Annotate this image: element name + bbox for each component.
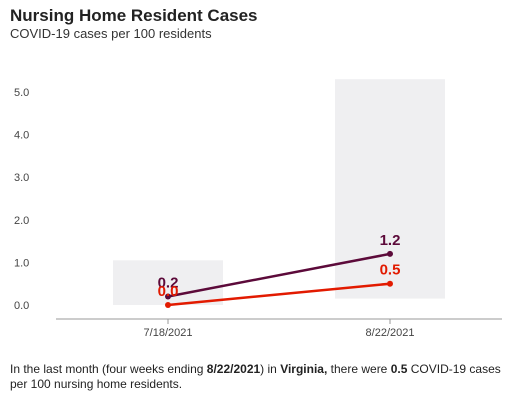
x-tick-label: 7/18/2021 <box>144 327 193 339</box>
data-label: 0.2 <box>158 274 179 291</box>
y-tick-label: 1.0 <box>14 257 29 269</box>
data-point <box>387 280 393 287</box>
data-point <box>387 250 393 257</box>
line-chart: 0.0 1.0 2.0 3.0 4.0 5.0 7/18/2021 8/22/2021 0.2 1… <box>14 79 502 339</box>
chart-subtitle: COVID-19 cases per 100 residents <box>10 26 212 41</box>
series-line-1 <box>167 282 391 307</box>
footnote: In the last month (four weeks ending 8/2… <box>10 362 505 392</box>
y-tick-label: 5.0 <box>14 87 29 99</box>
footnote-text-2: ) in <box>260 362 281 376</box>
footnote-text-1: In the last month (four weeks ending <box>10 362 207 376</box>
data-point <box>165 293 171 300</box>
data-label: 1.2 <box>380 232 401 249</box>
footnote-text-4: COVID-19 cases per 100 nursing home resi… <box>10 362 501 391</box>
footnote-value: 0.5 <box>390 362 408 376</box>
data-point <box>165 302 171 308</box>
data-label: 0.0 <box>158 283 179 300</box>
footnote-date: 8/22/2021 <box>206 362 261 376</box>
y-tick-label: 3.0 <box>14 172 29 184</box>
footnote-text-3: there were <box>327 362 391 376</box>
y-tick-label: 2.0 <box>14 215 29 227</box>
y-tick-label: 4.0 <box>14 130 29 142</box>
footnote-state: Virginia, <box>280 362 328 376</box>
data-label: 0.5 <box>380 262 401 279</box>
chart-title: Nursing Home Resident Cases <box>10 6 258 25</box>
y-tick-label: 0.0 <box>14 300 29 312</box>
x-tick-label: 8/22/2021 <box>366 327 415 339</box>
series-line-0 <box>167 252 391 298</box>
